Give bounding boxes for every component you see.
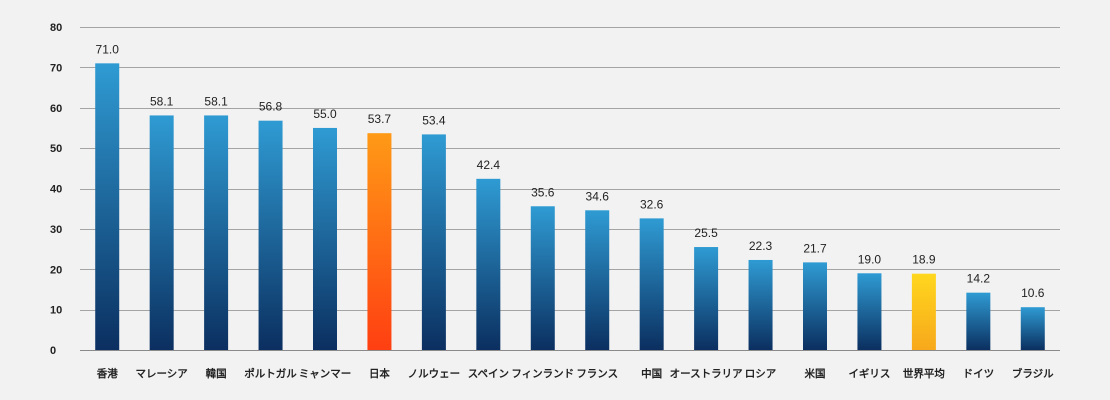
bar bbox=[313, 127, 337, 350]
y-tick-label: 50 bbox=[50, 143, 62, 155]
bar bbox=[748, 259, 773, 350]
x-tick-label: フィンランド bbox=[511, 368, 574, 380]
data-label: 58.1 bbox=[150, 94, 174, 108]
data-label: 55.0 bbox=[313, 107, 337, 121]
x-tick-label: マレーシア bbox=[136, 368, 189, 380]
x-tick-label: ポルトガル bbox=[244, 367, 297, 380]
x-tick-label: 世界平均 bbox=[903, 367, 945, 380]
bar bbox=[258, 120, 283, 350]
x-tick-label: イギリス bbox=[848, 367, 890, 380]
x-tick-label: オーストラリア bbox=[670, 368, 743, 380]
data-label: 10.6 bbox=[1021, 286, 1045, 300]
x-tick-label: フランス bbox=[576, 368, 618, 380]
data-label: 18.9 bbox=[912, 253, 936, 267]
y-tick-label: 0 bbox=[50, 345, 56, 357]
data-label: 14.2 bbox=[967, 272, 991, 286]
x-tick-label: ノルウェー bbox=[408, 368, 461, 380]
y-tick-label: 20 bbox=[50, 264, 62, 276]
bar bbox=[95, 63, 120, 351]
bar bbox=[1020, 307, 1045, 350]
x-tick-label: 韓国 bbox=[206, 367, 227, 380]
bar bbox=[857, 273, 882, 350]
bar bbox=[694, 247, 719, 350]
data-label: 19.0 bbox=[858, 252, 882, 266]
x-tick-label: 米国 bbox=[804, 367, 826, 380]
bar bbox=[476, 178, 501, 350]
y-tick-label: 30 bbox=[50, 224, 62, 236]
data-label: 35.6 bbox=[531, 185, 555, 199]
bar bbox=[530, 206, 555, 350]
y-tick-label: 10 bbox=[50, 305, 62, 317]
bar bbox=[966, 292, 991, 350]
x-tick-label: 中国 bbox=[641, 367, 662, 380]
y-tick-label: 40 bbox=[50, 184, 62, 196]
data-label: 56.8 bbox=[259, 100, 283, 114]
x-tick-label: ドイツ bbox=[963, 368, 995, 380]
y-tick-label: 60 bbox=[50, 103, 62, 115]
x-tick-label: ミャンマー bbox=[299, 368, 352, 380]
bar bbox=[639, 218, 664, 350]
data-label: 58.1 bbox=[204, 94, 228, 108]
bar bbox=[803, 262, 827, 350]
data-label: 71.0 bbox=[96, 42, 120, 56]
bar bbox=[149, 115, 174, 350]
bar bbox=[421, 134, 446, 350]
data-label: 53.7 bbox=[368, 112, 392, 126]
x-tick-label: 日本 bbox=[369, 367, 390, 380]
x-tick-label: 香港 bbox=[96, 367, 118, 380]
x-tick-label: ロシア bbox=[745, 368, 777, 380]
x-tick-label: スペイン bbox=[468, 368, 509, 380]
data-label: 53.4 bbox=[422, 113, 446, 127]
data-label: 22.3 bbox=[749, 239, 773, 253]
bar bbox=[204, 115, 229, 350]
y-tick-label: 80 bbox=[50, 22, 62, 34]
bar bbox=[911, 273, 936, 350]
data-label: 32.6 bbox=[640, 197, 664, 211]
data-label: 42.4 bbox=[477, 158, 501, 172]
bar bbox=[367, 133, 392, 350]
y-tick-label: 70 bbox=[50, 62, 62, 74]
data-label: 21.7 bbox=[803, 241, 827, 255]
data-label: 25.5 bbox=[694, 226, 718, 240]
bar bbox=[585, 210, 610, 350]
data-label: 34.6 bbox=[586, 189, 610, 203]
x-tick-label: ブラジル bbox=[1012, 367, 1054, 380]
